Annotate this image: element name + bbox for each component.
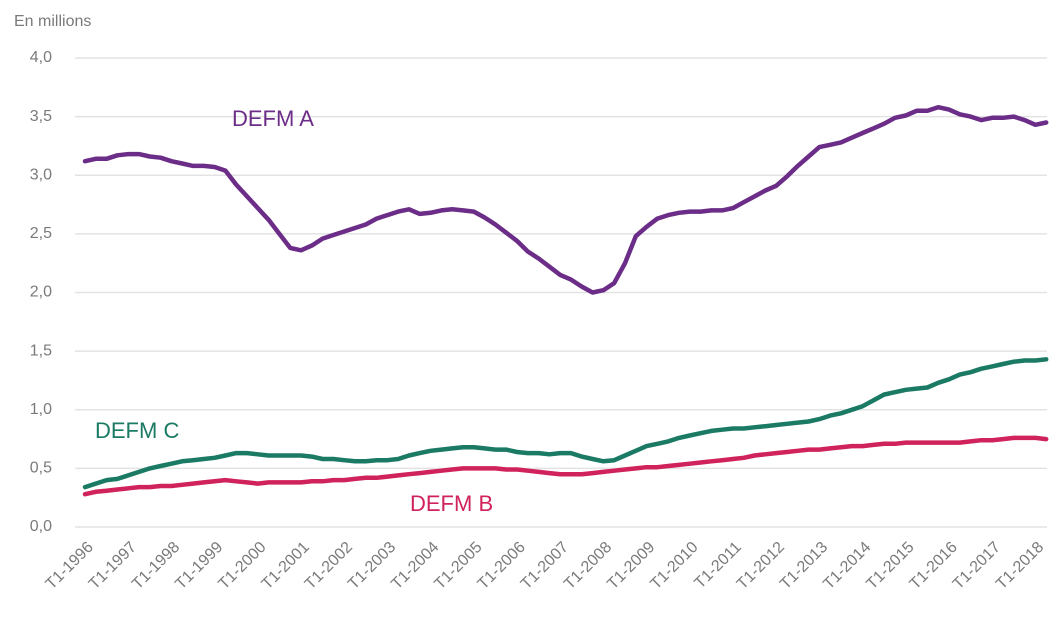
y-tick-label: 1,5 <box>30 342 52 359</box>
series-line <box>82 435 1049 497</box>
y-tick-label: 0,5 <box>30 460 52 477</box>
series-label: DEFM C <box>95 418 179 443</box>
y-tick-label: 0,0 <box>30 518 52 535</box>
series-label: DEFM A <box>232 106 314 131</box>
y-tick-label: 3,5 <box>30 108 52 125</box>
y-tick-label: 2,0 <box>30 284 52 301</box>
y-axis-label: En millions <box>14 13 91 30</box>
x-tick-label: T1-2018 <box>993 539 1047 593</box>
series-line <box>82 104 1049 295</box>
y-tick-label: 1,0 <box>30 401 52 418</box>
x-tick-label: T1-2010 <box>647 539 701 593</box>
y-tick-label: 4,0 <box>30 49 52 66</box>
series-line <box>82 357 1049 490</box>
y-tick-label: 2,5 <box>30 225 52 242</box>
series-label: DEFM B <box>410 491 493 516</box>
y-tick-label: 3,0 <box>30 166 52 183</box>
